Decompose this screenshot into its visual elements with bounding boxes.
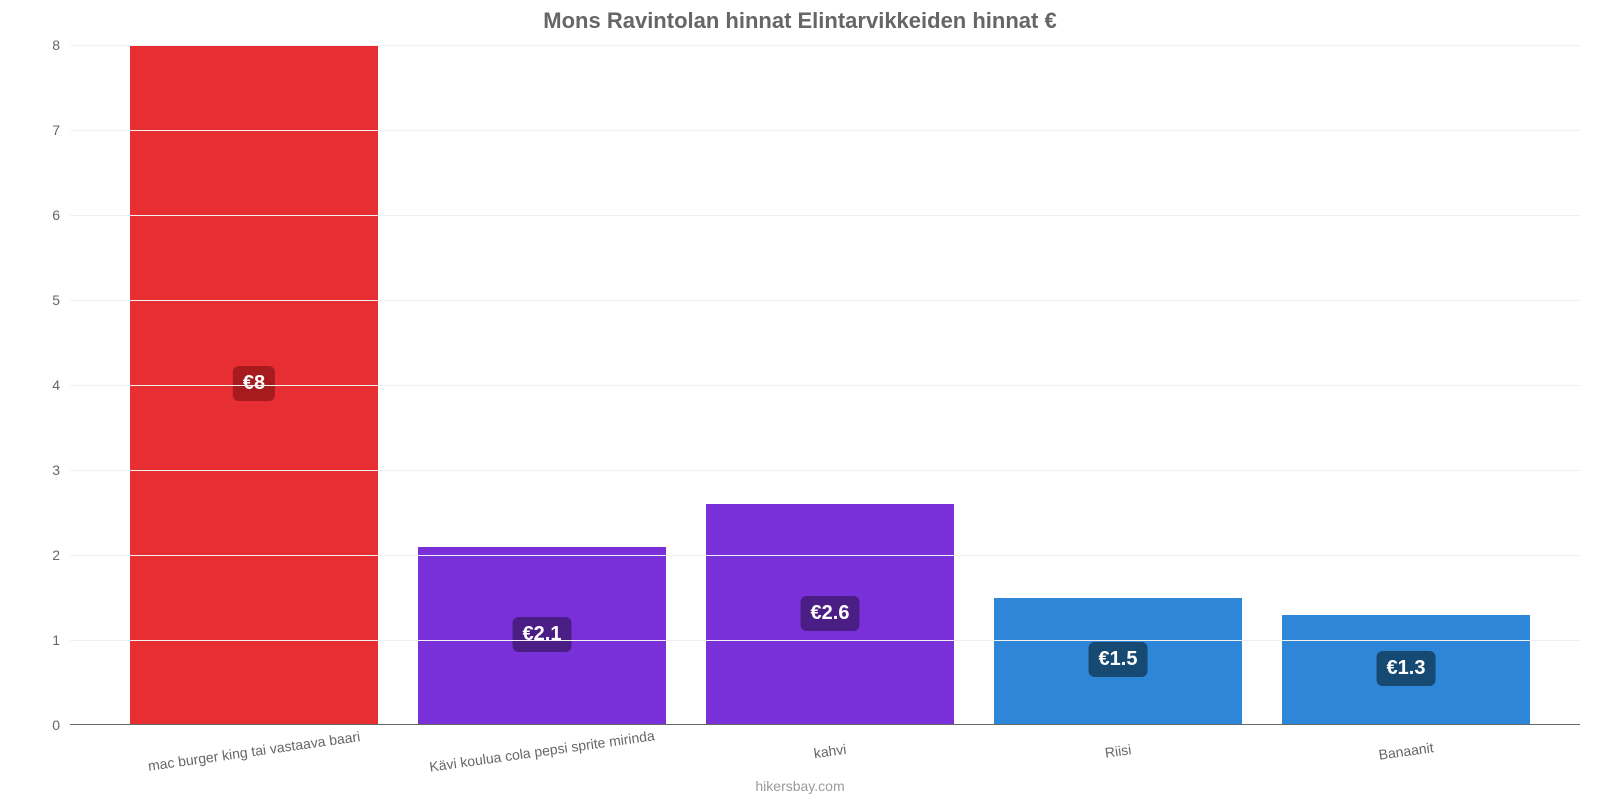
chart-title: Mons Ravintolan hinnat Elintarvikkeiden … [0,8,1600,34]
value-badge: €8 [233,366,275,401]
value-badge: €1.5 [1089,642,1148,677]
grid-line [70,130,1580,131]
bar: €1.5 [994,598,1242,726]
x-tick-label: Riisi [1104,741,1132,761]
value-badge: €1.3 [1377,651,1436,686]
y-tick-label: 8 [10,37,60,53]
y-tick-label: 3 [10,462,60,478]
x-tick-label: mac burger king tai vastaava baari [147,728,361,774]
y-tick-label: 2 [10,547,60,563]
bar: €1.3 [1282,615,1530,726]
grid-line [70,45,1580,46]
y-tick-label: 5 [10,292,60,308]
y-tick-label: 1 [10,632,60,648]
grid-line [70,300,1580,301]
grid-line [70,385,1580,386]
bar: €2.1 [418,547,666,726]
y-tick-label: 7 [10,122,60,138]
value-badge: €2.6 [801,596,860,631]
grid-line [70,640,1580,641]
price-chart: Mons Ravintolan hinnat Elintarvikkeiden … [0,0,1600,800]
plot-area: €8 €2.1 €2.6 €1.5 €1.3 [70,45,1580,725]
y-tick-label: 0 [10,717,60,733]
value-badge: €2.1 [513,617,572,652]
y-tick-label: 4 [10,377,60,393]
grid-line [70,470,1580,471]
grid-line [70,215,1580,216]
x-tick-label: Banaanit [1378,739,1435,763]
grid-line [70,555,1580,556]
x-axis-line [70,724,1580,725]
x-tick-label: Kävi koulua cola pepsi sprite mirinda [428,727,655,774]
bar: €2.6 [706,504,954,725]
y-tick-label: 6 [10,207,60,223]
x-tick-label: kahvi [813,741,848,761]
credit-text: hikersbay.com [0,778,1600,794]
